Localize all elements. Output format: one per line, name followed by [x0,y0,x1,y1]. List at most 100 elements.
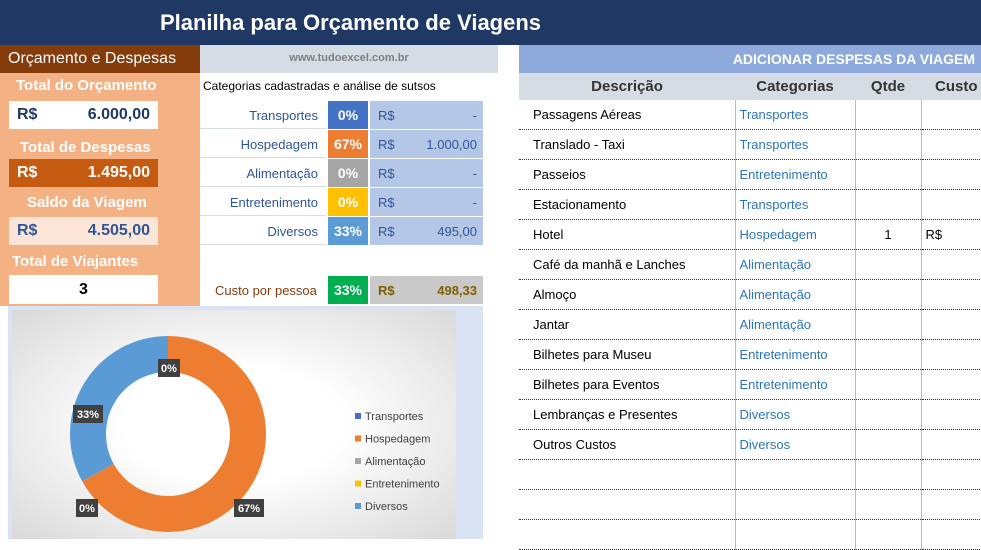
row-cost[interactable] [921,459,981,490]
row-cost[interactable] [921,519,981,550]
row-category[interactable]: Alimentação [735,309,856,340]
row-description[interactable]: Almoço [519,279,736,310]
site-url: www.tudoexcel.com.br [200,45,498,73]
col-qty: Qtde [870,78,906,95]
row-cost[interactable] [921,189,981,220]
table-row[interactable]: Almoço Alimentação [519,279,981,310]
row-cost[interactable] [921,100,981,130]
row-category[interactable]: Entretenimento [735,339,856,370]
row-category[interactable] [735,489,856,520]
data-label: 0% [76,499,98,517]
row-category[interactable]: Alimentação [735,279,856,310]
travelers-label: Total de Viajantes [12,253,139,270]
row-qty[interactable] [855,129,922,160]
table-row[interactable]: Estacionamento Transportes [519,189,981,220]
table-row[interactable]: Passagens Aéreas Transportes [519,100,981,130]
row-qty[interactable]: 1 [855,219,922,250]
row-qty[interactable] [855,399,922,430]
category-currency: R$ [378,166,395,181]
row-cost[interactable] [921,159,981,190]
row-qty[interactable] [855,489,922,520]
row-category[interactable]: Alimentação [735,249,856,280]
row-description[interactable]: Lembranças e Presentes [519,399,736,430]
row-description[interactable]: Passeios [519,159,736,190]
row-description[interactable]: Bilhetes para Museu [519,339,736,370]
table-row[interactable]: Café da manhã e Lanches Alimentação [519,249,981,280]
data-label: 0% [158,359,180,377]
table-row[interactable] [519,519,981,550]
row-description[interactable]: Outros Custos [519,429,736,460]
category-value-cell: R$ - [370,159,483,187]
table-row[interactable] [519,459,981,490]
row-qty[interactable] [855,459,922,490]
row-description[interactable]: Estacionamento [519,189,736,220]
table-row[interactable]: Passeios Entretenimento [519,159,981,190]
row-cost[interactable] [921,309,981,340]
table-row[interactable]: Jantar Alimentação [519,309,981,340]
row-category[interactable]: Entretenimento [735,369,856,400]
row-category[interactable]: Diversos [735,399,856,430]
row-cost[interactable] [921,489,981,520]
row-description[interactable]: Hotel [519,219,736,250]
row-qty[interactable] [855,429,922,460]
total-expenses-label: Total de Despesas [20,139,151,156]
balance-label: Saldo da Viagem [27,194,147,211]
row-cost[interactable] [921,429,981,460]
row-description[interactable]: Passagens Aéreas [519,100,736,130]
row-qty[interactable] [855,519,922,550]
row-description[interactable] [519,459,736,490]
row-cost[interactable] [921,339,981,370]
total-budget-cell[interactable]: R$ 6.000,00 [9,101,158,129]
table-row[interactable]: Hotel Hospedagem 1 R$ [519,219,981,250]
row-qty[interactable] [855,159,922,190]
row-description[interactable]: Café da manhã e Lanches [519,249,736,280]
row-description[interactable]: Translado - Taxi [519,129,736,160]
table-row[interactable]: Lembranças e Presentes Diversos [519,399,981,430]
row-qty[interactable] [855,339,922,370]
row-qty[interactable] [855,100,922,130]
legend-item-alimentação: Alimentação [355,456,426,468]
data-label: 67% [234,499,264,517]
donut-chart: 0% 67% 0% 33% Transportes Hospedagem Alimentaç… [70,336,440,532]
row-category[interactable]: Transportes [735,129,856,160]
row-category[interactable] [735,459,856,490]
row-description[interactable]: Bilhetes para Eventos [519,369,736,400]
table-row[interactable]: Translado - Taxi Transportes [519,129,981,160]
category-name-cell: Diversos [200,217,326,245]
row-cost[interactable]: R$ [921,219,981,250]
table-row[interactable] [519,489,981,520]
categories-header: Categorias cadastradas e análise de suts… [203,79,436,93]
category-name: Alimentação [246,166,318,181]
chart-area: 0% 67% 0% 33% Transportes Hospedagem Alimentaç… [12,310,456,539]
row-cost[interactable] [921,399,981,430]
row-qty[interactable] [855,189,922,220]
row-category[interactable]: Diversos [735,429,856,460]
svg-text:0%: 0% [79,503,95,515]
row-description[interactable] [519,519,736,550]
row-cost[interactable] [921,279,981,310]
category-value: 495,00 [437,224,477,239]
table-row[interactable]: Bilhetes para Eventos Entretenimento [519,369,981,400]
per-person-label: Custo por pessoa [215,283,317,298]
row-category[interactable]: Transportes [735,100,856,130]
row-cost[interactable] [921,369,981,400]
category-currency: R$ [378,195,395,210]
per-person-value: 498,33 [437,283,477,298]
total-expenses-cell: R$ 1.495,00 [9,159,158,187]
row-description[interactable] [519,489,736,520]
row-category[interactable]: Hospedagem [735,219,856,250]
category-pct: 0% [328,159,368,187]
row-category[interactable]: Entretenimento [735,159,856,190]
table-row[interactable]: Bilhetes para Museu Entretenimento [519,339,981,370]
row-qty[interactable] [855,369,922,400]
row-cost[interactable] [921,129,981,160]
row-qty[interactable] [855,279,922,310]
row-qty[interactable] [855,309,922,340]
travelers-input[interactable]: 3 [9,275,158,304]
row-cost[interactable] [921,249,981,280]
row-description[interactable]: Jantar [519,309,736,340]
row-category[interactable] [735,519,856,550]
table-row[interactable]: Outros Custos Diversos [519,429,981,460]
row-category[interactable]: Transportes [735,189,856,220]
row-qty[interactable] [855,249,922,280]
